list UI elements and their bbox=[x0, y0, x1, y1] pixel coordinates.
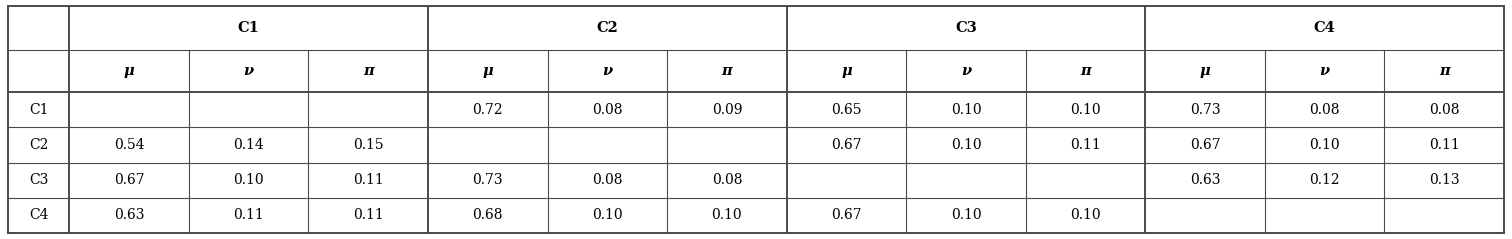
Text: C4: C4 bbox=[29, 208, 48, 223]
Text: ν: ν bbox=[962, 64, 971, 78]
Text: 0.67: 0.67 bbox=[113, 173, 145, 187]
Text: 0.10: 0.10 bbox=[233, 173, 265, 187]
Text: 0.08: 0.08 bbox=[1309, 103, 1340, 117]
Text: μ: μ bbox=[841, 64, 851, 78]
Text: 0.54: 0.54 bbox=[113, 138, 145, 152]
Text: 0.11: 0.11 bbox=[1070, 138, 1101, 152]
Text: 0.73: 0.73 bbox=[472, 173, 503, 187]
Text: 0.11: 0.11 bbox=[352, 173, 384, 187]
Text: μ: μ bbox=[482, 64, 493, 78]
Text: C2: C2 bbox=[29, 138, 48, 152]
Text: C2: C2 bbox=[596, 21, 618, 35]
Text: π: π bbox=[721, 64, 732, 78]
Text: 0.10: 0.10 bbox=[1070, 103, 1101, 117]
Text: 0.10: 0.10 bbox=[712, 208, 742, 223]
Text: 0.08: 0.08 bbox=[712, 173, 742, 187]
Text: μ: μ bbox=[124, 64, 135, 78]
Text: 0.67: 0.67 bbox=[832, 208, 862, 223]
Text: 0.09: 0.09 bbox=[712, 103, 742, 117]
Text: C1: C1 bbox=[29, 103, 48, 117]
Text: 0.10: 0.10 bbox=[1309, 138, 1340, 152]
Text: 0.11: 0.11 bbox=[233, 208, 265, 223]
Text: C4: C4 bbox=[1314, 21, 1335, 35]
Text: 0.65: 0.65 bbox=[832, 103, 862, 117]
Text: 0.10: 0.10 bbox=[593, 208, 623, 223]
Text: 0.72: 0.72 bbox=[472, 103, 503, 117]
Text: 0.11: 0.11 bbox=[1429, 138, 1459, 152]
Text: 0.08: 0.08 bbox=[1429, 103, 1459, 117]
Text: 0.08: 0.08 bbox=[593, 173, 623, 187]
Text: C3: C3 bbox=[956, 21, 977, 35]
Text: 0.73: 0.73 bbox=[1190, 103, 1220, 117]
Text: ν: ν bbox=[602, 64, 612, 78]
Text: 0.68: 0.68 bbox=[473, 208, 503, 223]
Text: π: π bbox=[363, 64, 373, 78]
Text: 0.12: 0.12 bbox=[1309, 173, 1340, 187]
Text: π: π bbox=[1080, 64, 1092, 78]
Text: μ: μ bbox=[1199, 64, 1211, 78]
Text: ν: ν bbox=[1320, 64, 1329, 78]
Text: 0.15: 0.15 bbox=[352, 138, 384, 152]
Text: 0.14: 0.14 bbox=[233, 138, 265, 152]
Text: 0.67: 0.67 bbox=[832, 138, 862, 152]
Text: 0.10: 0.10 bbox=[951, 138, 981, 152]
Text: π: π bbox=[1439, 64, 1450, 78]
Text: 0.13: 0.13 bbox=[1429, 173, 1459, 187]
Text: 0.10: 0.10 bbox=[1070, 208, 1101, 223]
Text: ν: ν bbox=[243, 64, 254, 78]
Text: 0.63: 0.63 bbox=[1190, 173, 1220, 187]
Text: 0.10: 0.10 bbox=[951, 103, 981, 117]
Text: C1: C1 bbox=[237, 21, 260, 35]
Text: 0.08: 0.08 bbox=[593, 103, 623, 117]
Text: 0.63: 0.63 bbox=[113, 208, 144, 223]
Text: 0.67: 0.67 bbox=[1190, 138, 1220, 152]
Text: C3: C3 bbox=[29, 173, 48, 187]
Text: 0.10: 0.10 bbox=[951, 208, 981, 223]
Text: 0.11: 0.11 bbox=[352, 208, 384, 223]
